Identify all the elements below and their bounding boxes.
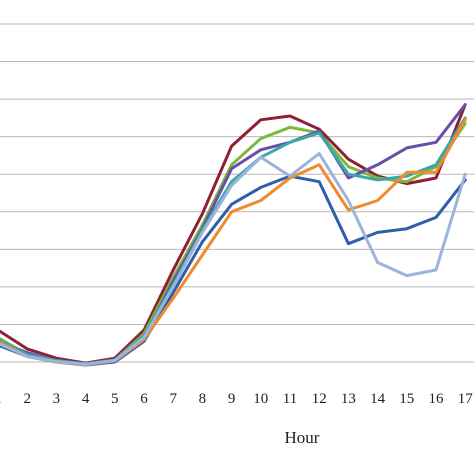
x-tick-label: 14 <box>370 391 386 407</box>
series-line-6 <box>0 118 467 367</box>
x-tick-label: 12 <box>312 391 327 407</box>
series-line-7 <box>0 152 467 366</box>
x-tick-label: 16 <box>429 391 445 407</box>
x-tick-label: 8 <box>199 391 207 407</box>
x-tick-labels: 1234567891011121314151617 <box>0 391 473 407</box>
x-tick-label: 13 <box>341 391 356 407</box>
x-tick-label: 10 <box>253 391 268 407</box>
x-tick-label: 7 <box>169 391 177 407</box>
x-tick-label: 6 <box>140 391 148 407</box>
x-axis-title: Hour <box>285 428 320 447</box>
x-tick-label: 11 <box>283 391 297 407</box>
series-line-3 <box>0 122 467 366</box>
x-tick-label: 9 <box>228 391 236 407</box>
x-tick-label: 4 <box>82 391 90 407</box>
x-tick-label: 15 <box>399 391 414 407</box>
gridlines <box>0 23 474 363</box>
series-lines <box>0 103 467 367</box>
x-tick-label: 2 <box>23 391 31 407</box>
x-tick-label: 1 <box>0 391 2 407</box>
x-tick-label: 5 <box>111 391 119 407</box>
x-tick-label: 3 <box>53 391 61 407</box>
x-tick-label: 17 <box>458 391 474 407</box>
